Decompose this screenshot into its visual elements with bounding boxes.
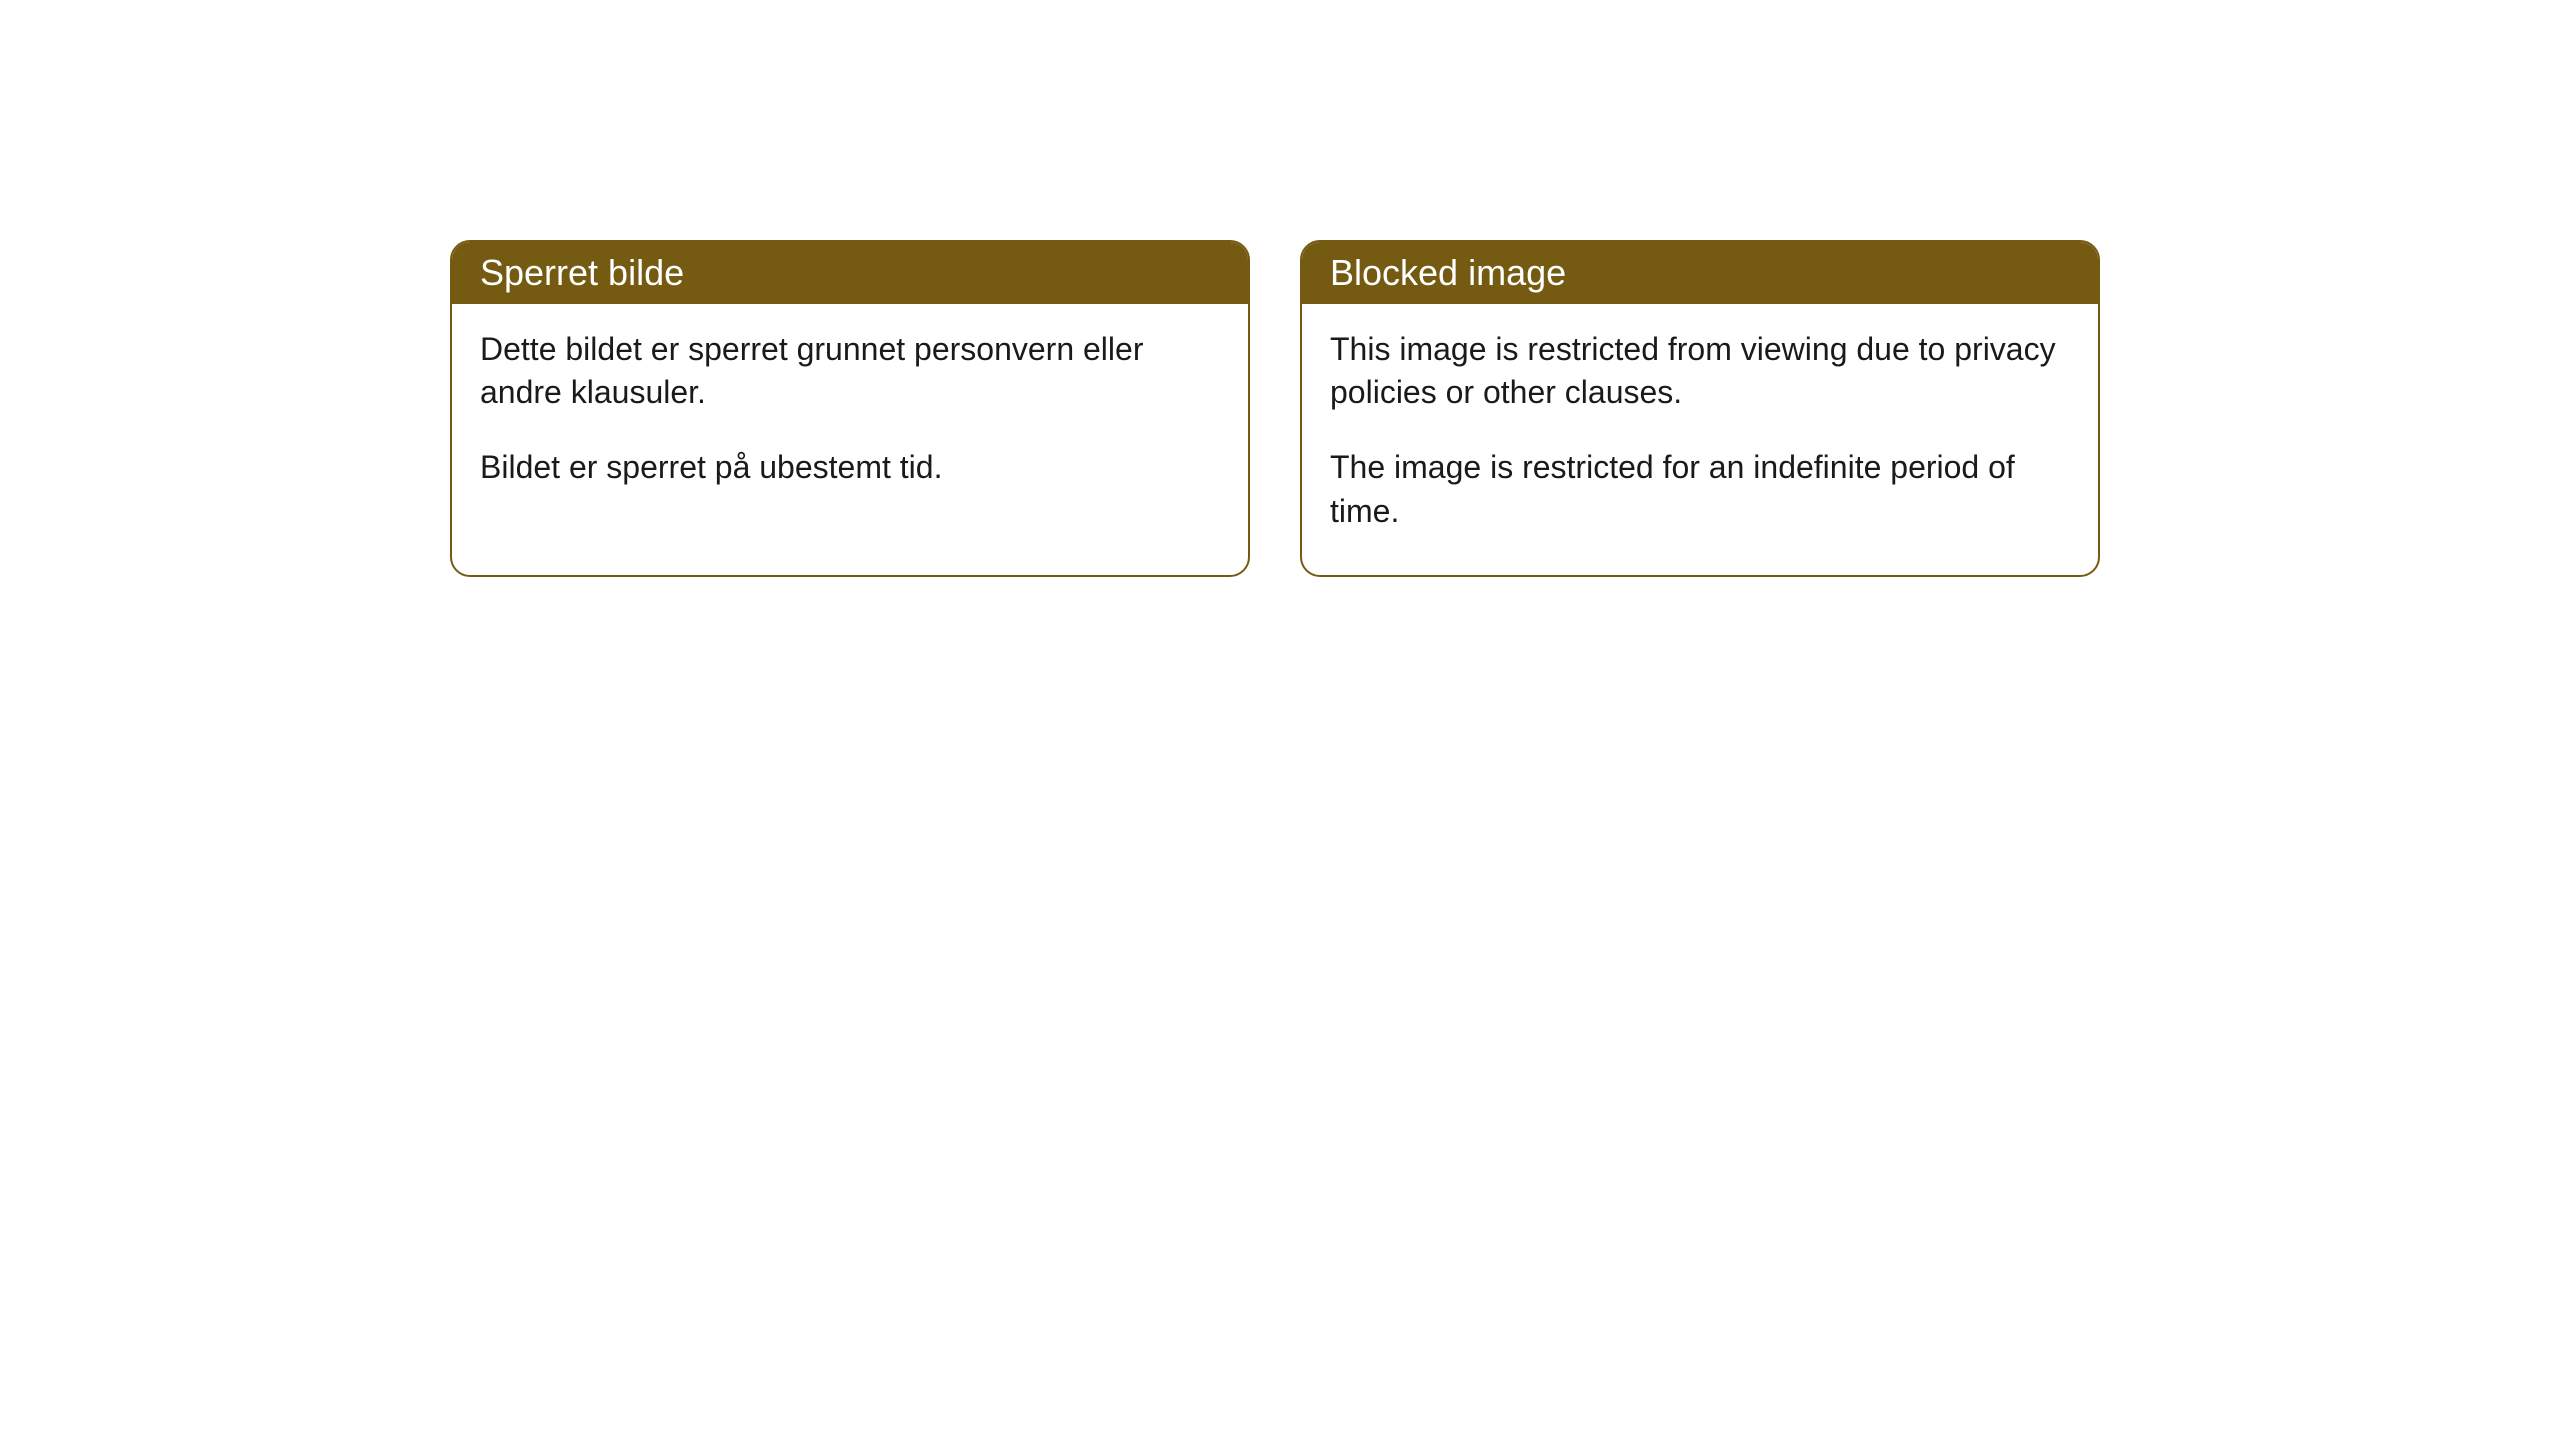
notice-paragraph: Dette bildet er sperret grunnet personve…: [480, 328, 1220, 414]
notice-card-body-english: This image is restricted from viewing du…: [1302, 304, 2098, 575]
notice-cards-container: Sperret bilde Dette bildet er sperret gr…: [450, 240, 2100, 577]
notice-card-norwegian: Sperret bilde Dette bildet er sperret gr…: [450, 240, 1250, 577]
notice-card-title-norwegian: Sperret bilde: [452, 242, 1248, 304]
notice-card-title-english: Blocked image: [1302, 242, 2098, 304]
notice-card-body-norwegian: Dette bildet er sperret grunnet personve…: [452, 304, 1248, 532]
notice-card-english: Blocked image This image is restricted f…: [1300, 240, 2100, 577]
notice-paragraph: This image is restricted from viewing du…: [1330, 328, 2070, 414]
notice-paragraph: The image is restricted for an indefinit…: [1330, 446, 2070, 532]
notice-paragraph: Bildet er sperret på ubestemt tid.: [480, 446, 1220, 489]
